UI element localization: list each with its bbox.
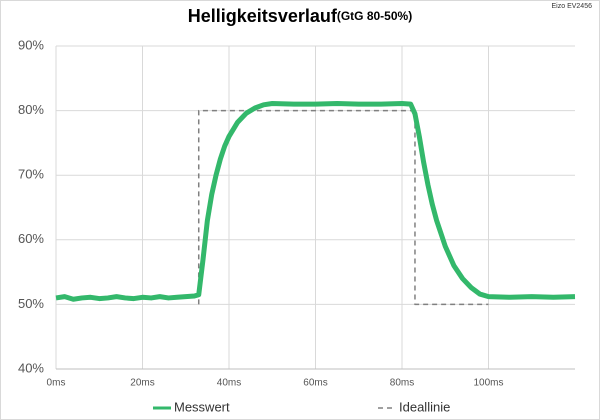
y-tick-label: 50%	[18, 296, 44, 311]
series-line	[197, 109, 489, 306]
y-tick-label: 90%	[18, 37, 44, 52]
x-tick-label: 40ms	[217, 378, 241, 389]
y-tick-label: 70%	[18, 167, 44, 182]
x-tick-label: 100ms	[473, 378, 503, 389]
x-tick-label: 80ms	[390, 378, 414, 389]
chart-title: Helligkeitsverlauf	[188, 6, 338, 26]
annotation: Eizo EV2456	[552, 3, 593, 10]
x-tick-label: 20ms	[130, 378, 154, 389]
legend-label: Ideallinie	[399, 399, 450, 414]
y-tick-label: 60%	[18, 231, 44, 246]
series-line	[55, 100, 576, 302]
x-tick-label: 0ms	[47, 378, 66, 389]
chart-subtitle: (GtG 80-50%)	[337, 9, 412, 23]
chart-heading: Helligkeitsverlauf(GtG 80-50%)	[188, 6, 412, 26]
x-tick-label: 60ms	[303, 378, 327, 389]
y-tick-label: 40%	[18, 360, 44, 375]
legend-label: Messwert	[174, 399, 230, 414]
y-tick-label: 80%	[18, 102, 44, 117]
